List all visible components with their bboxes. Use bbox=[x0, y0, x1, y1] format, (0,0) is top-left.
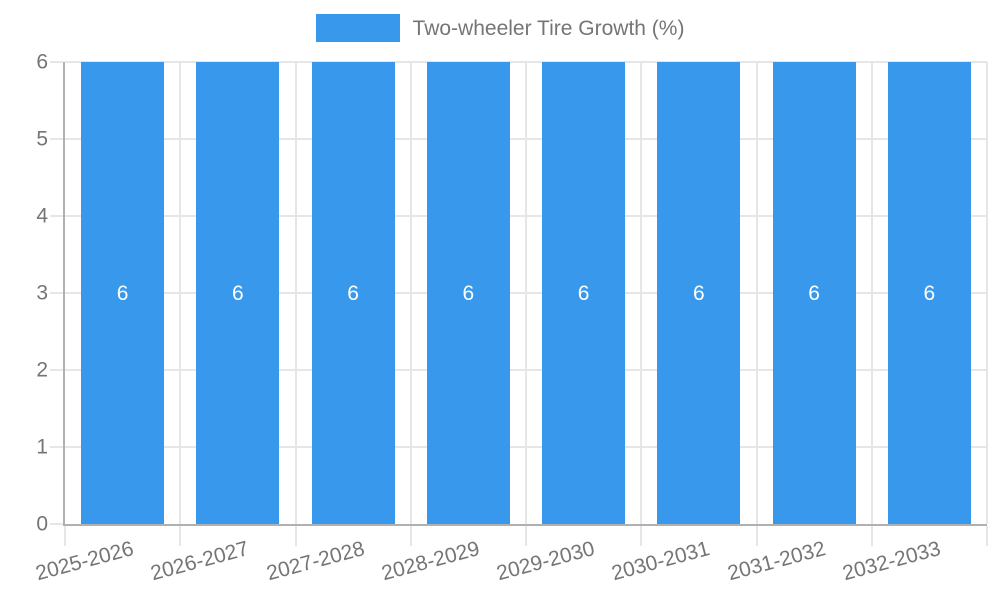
bar-value-label: 6 bbox=[693, 281, 705, 305]
bar[interactable]: 6 bbox=[81, 62, 165, 524]
bar-slot: 6 bbox=[411, 62, 526, 524]
x-axis-label: 2029-2030 bbox=[494, 537, 598, 586]
y-axis-label: 6 bbox=[36, 50, 48, 74]
bar-slot: 6 bbox=[641, 62, 756, 524]
x-axis-label: 2025-2026 bbox=[33, 537, 137, 586]
y-axis-tick bbox=[50, 138, 63, 140]
gridline-vertical bbox=[525, 62, 527, 524]
bar-value-label: 6 bbox=[808, 281, 820, 305]
y-axis-tick bbox=[50, 369, 63, 372]
bar-value-label: 6 bbox=[116, 281, 129, 305]
bar-value-label: 6 bbox=[232, 281, 244, 305]
x-axis-label: 2030-2031 bbox=[609, 537, 713, 586]
y-axis-label: 4 bbox=[36, 204, 48, 228]
x-axis-tick bbox=[755, 526, 758, 546]
x-axis-label: 2028-2029 bbox=[379, 537, 483, 586]
x-axis-tick bbox=[986, 526, 988, 546]
legend-label: Two-wheeler Tire Growth (%) bbox=[412, 16, 685, 40]
bar-value-label: 6 bbox=[923, 281, 936, 305]
gridline-vertical bbox=[640, 62, 643, 524]
x-axis-tick bbox=[640, 526, 643, 546]
y-axis-label: 5 bbox=[36, 127, 48, 151]
bar[interactable]: 6 bbox=[542, 62, 626, 524]
bar[interactable]: 6 bbox=[772, 62, 856, 524]
legend: Two-wheeler Tire Growth (%) bbox=[0, 14, 1000, 42]
y-axis: 0 1 2 3 4 5 6 bbox=[0, 52, 48, 535]
y-axis-label: 0 bbox=[36, 512, 48, 536]
plot-area: 6 6 6 6 6 6 6 6 bbox=[50, 61, 988, 546]
bar-slot: 6 bbox=[757, 62, 872, 524]
x-axis-label: 2032-2033 bbox=[840, 537, 944, 586]
bar-value-label: 6 bbox=[577, 281, 590, 305]
y-axis-label: 3 bbox=[36, 281, 48, 305]
x-axis-tick bbox=[294, 526, 297, 546]
y-axis-tick bbox=[50, 292, 63, 294]
gridline-vertical bbox=[755, 62, 758, 524]
bar[interactable]: 6 bbox=[657, 62, 741, 524]
legend-item[interactable]: Two-wheeler Tire Growth (%) bbox=[315, 14, 685, 42]
x-axis: 2025-2026 2026-2027 2027-2028 2028-2029 2029… bbox=[33, 524, 985, 600]
y-axis-label: 2 bbox=[36, 358, 48, 382]
bar[interactable]: 6 bbox=[887, 62, 971, 524]
legend-swatch-icon bbox=[315, 14, 400, 42]
bar-slot: 6 bbox=[872, 62, 987, 524]
x-axis-label: 2027-2028 bbox=[263, 537, 367, 586]
y-axis-tick bbox=[50, 215, 63, 218]
gridline-vertical bbox=[986, 62, 988, 524]
bar-value-label: 6 bbox=[462, 281, 475, 305]
x-axis-tick bbox=[409, 526, 412, 546]
gridline-vertical bbox=[409, 62, 412, 524]
gridline-vertical bbox=[870, 62, 873, 524]
x-axis-label: 2031-2032 bbox=[724, 537, 828, 586]
gridline-vertical bbox=[294, 62, 297, 524]
x-axis-label: 2026-2027 bbox=[148, 537, 252, 586]
bar-slot: 6 bbox=[65, 62, 180, 524]
bar-slot: 6 bbox=[296, 62, 411, 524]
x-axis-tick bbox=[525, 526, 527, 546]
bar-slot: 6 bbox=[526, 62, 641, 524]
bar-slot: 6 bbox=[180, 62, 295, 524]
bar[interactable]: 6 bbox=[311, 62, 395, 524]
y-axis-tick bbox=[50, 446, 63, 449]
y-axis-tick bbox=[50, 523, 63, 525]
x-axis-tick bbox=[870, 526, 873, 546]
bar[interactable]: 6 bbox=[426, 62, 510, 524]
y-axis-tick bbox=[50, 61, 63, 63]
bar-value-label: 6 bbox=[347, 281, 359, 305]
x-axis-tick bbox=[179, 526, 182, 546]
x-axis-tick bbox=[64, 526, 66, 546]
bar[interactable]: 6 bbox=[196, 62, 280, 524]
gridline-vertical bbox=[179, 62, 182, 524]
y-axis-label: 1 bbox=[36, 435, 48, 459]
